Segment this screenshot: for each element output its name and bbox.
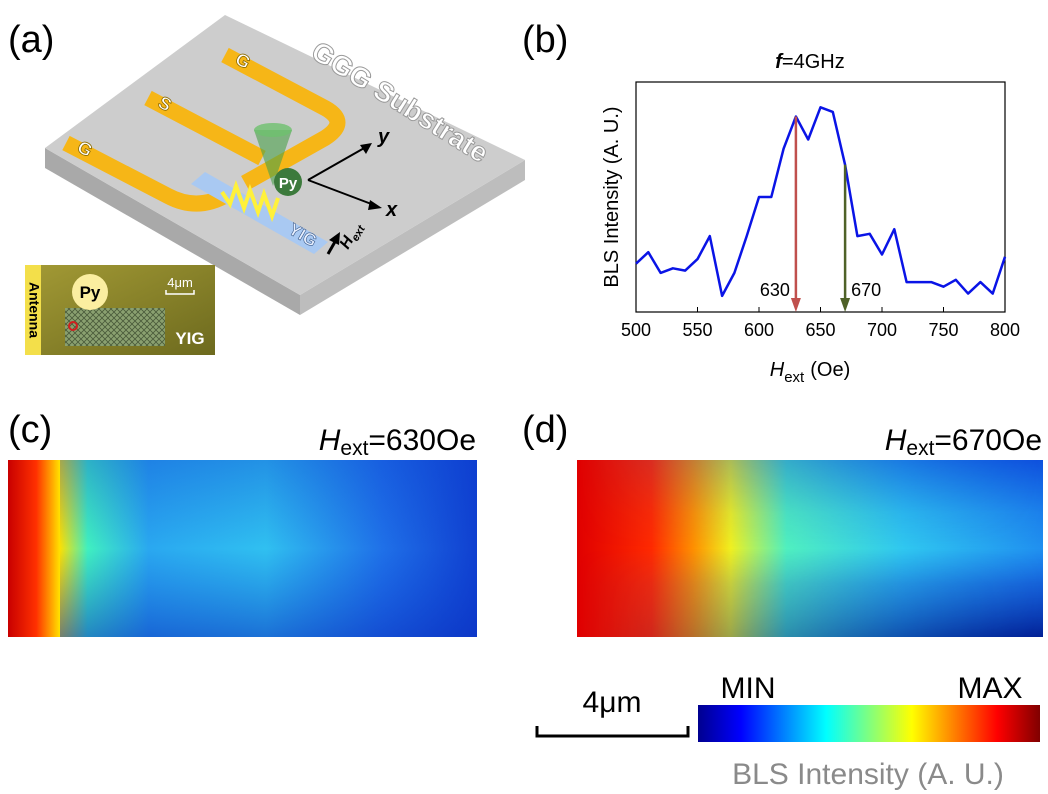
map-symbol: H	[885, 424, 907, 457]
x-axis-label: Hext (Oe)	[770, 359, 850, 386]
x-tick-label: 800	[990, 320, 1020, 340]
field-marker-label: 670	[851, 280, 881, 300]
x-tick-label: 750	[928, 320, 958, 340]
plot-frame	[635, 81, 1006, 313]
title-text: =4GHz	[782, 51, 845, 73]
spin-wave	[220, 179, 280, 223]
laser-cone	[254, 123, 292, 186]
panel-label: (d)	[522, 409, 568, 451]
data-line	[635, 106, 1007, 298]
heatmap	[577, 460, 1043, 637]
map-value: =670Oe	[934, 424, 1042, 457]
panel-label: (a)	[8, 19, 54, 61]
x-label-symbol: H	[770, 359, 785, 381]
chart-title: f=4GHz	[775, 51, 844, 73]
map-value: =630Oe	[368, 424, 476, 457]
x-label-subscript: ext	[784, 369, 805, 386]
axis-y-label: y	[377, 126, 390, 148]
y-axis-label: BLS Intensity (A. U.)	[601, 106, 623, 287]
x-tick-label: 550	[682, 320, 712, 340]
coordinate-axes	[307, 143, 382, 210]
x-tick-label: 650	[805, 320, 835, 340]
title-symbol: f	[775, 51, 784, 73]
scale-bar-label: 4μm	[583, 686, 642, 719]
field-marker-label: 630	[760, 280, 790, 300]
x-tick-label: 600	[744, 320, 774, 340]
inset-antenna-label: Antenna	[26, 282, 42, 338]
colorbar	[698, 705, 1040, 742]
map-symbol: H	[319, 424, 341, 457]
colorbar-max: MAX	[957, 672, 1022, 705]
map-title: Hext=630Oe	[319, 424, 476, 460]
x-tick-label: 700	[867, 320, 897, 340]
inset-scale-label: 4μm	[167, 275, 193, 290]
py-label: Py	[279, 175, 298, 192]
field-marker-head	[840, 298, 851, 312]
map-subscript: ext	[340, 437, 368, 460]
colorbar-label: BLS Intensity (A. U.)	[732, 758, 1004, 791]
field-marker-head	[790, 298, 801, 312]
field-arrow	[326, 232, 340, 255]
x-tick-label: 500	[621, 320, 651, 340]
py-disk	[274, 168, 302, 196]
panel-label: (c)	[8, 409, 52, 451]
inset-yig-label: YIG	[175, 329, 204, 348]
colorbar-min: MIN	[721, 672, 776, 705]
x-label-unit: (Oe)	[810, 359, 850, 381]
axis-x-label: x	[385, 199, 398, 221]
inset-micrograph	[25, 265, 215, 355]
map-subscript: ext	[906, 437, 934, 460]
heatmap	[8, 460, 477, 637]
map-title: Hext=670Oe	[885, 424, 1042, 460]
inset-py-label: Py	[80, 283, 101, 302]
plot-area: 500 550 600 650 700 750 800 630 670	[621, 106, 1020, 340]
panel-label: (b)	[522, 19, 568, 61]
scale-bar	[535, 726, 690, 738]
